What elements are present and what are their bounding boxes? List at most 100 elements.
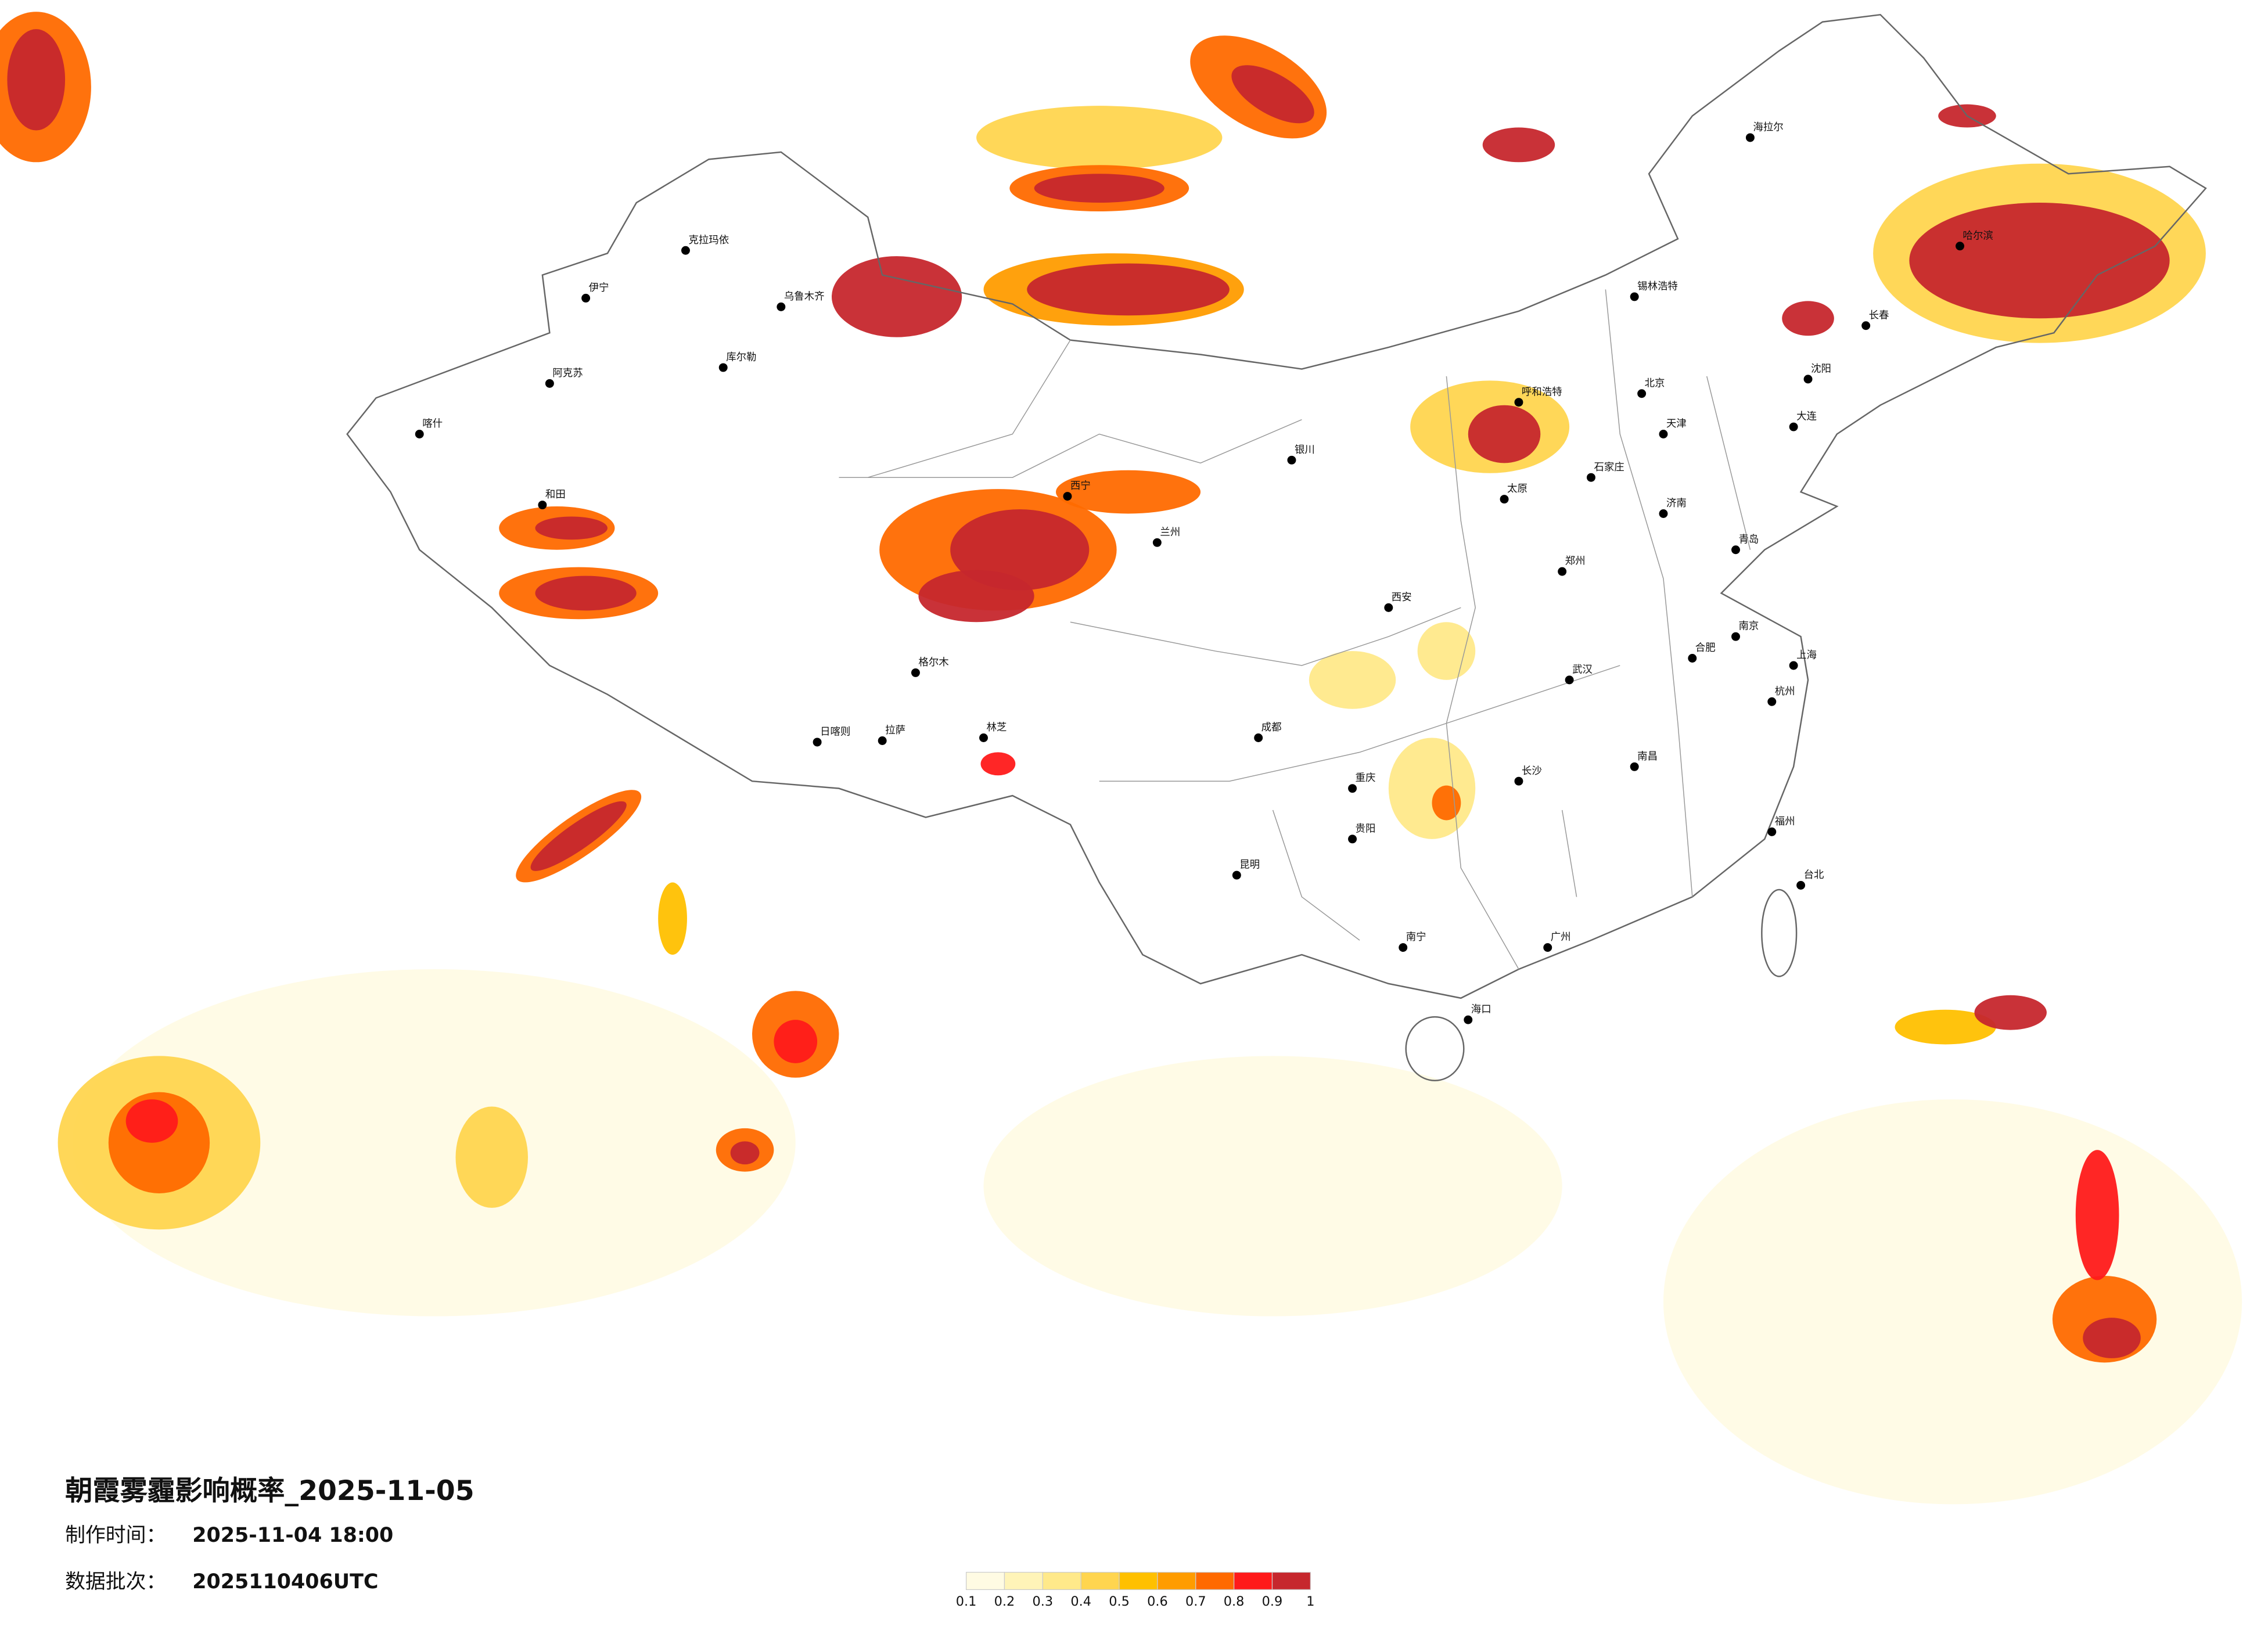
city-dot — [1767, 697, 1777, 706]
probability-area — [1909, 203, 2170, 319]
city-dot — [1558, 567, 1567, 576]
borders — [346, 13, 2207, 1081]
legend-tick-label: 0.3 — [1033, 1594, 1054, 1609]
probability-area — [530, 801, 627, 871]
probability-area — [1974, 995, 2047, 1030]
city-dot — [1659, 509, 1668, 518]
probability-area — [72, 969, 796, 1316]
city-label: 太原 — [1507, 483, 1527, 495]
city-label: 长沙 — [1522, 765, 1542, 777]
legend-tick-label: 0.4 — [1070, 1594, 1091, 1609]
hainan-border — [1405, 1016, 1465, 1081]
legend: 0.1 0.2 0.3 0.4 0.5 0.6 0.7 0.8 0.9 1 — [956, 1571, 1314, 1609]
city-label: 乌鲁木齐 — [784, 291, 825, 303]
taiwan-border — [1761, 888, 1798, 977]
city-label: 克拉玛依 — [688, 235, 729, 246]
probability-area — [1468, 405, 1541, 463]
probability-area — [950, 509, 1090, 591]
city-label: 格尔木 — [918, 657, 948, 668]
legend-swatch — [1233, 1571, 1273, 1590]
city-dot — [1861, 321, 1871, 330]
legend-tick-label: 0.2 — [994, 1594, 1015, 1609]
probability-area — [983, 1056, 1562, 1316]
city-dot — [1384, 603, 1393, 612]
map-title: 朝霞雾霾影响概率_2025-11-05 — [65, 1475, 475, 1507]
city-label: 喀什 — [422, 418, 443, 430]
probability-area — [1482, 127, 1555, 163]
legend-tick-label: 0.1 — [956, 1594, 977, 1609]
legend-swatch — [1195, 1571, 1235, 1590]
city-dot — [1956, 242, 1965, 251]
city-label: 西安 — [1392, 592, 1412, 603]
city-label: 济南 — [1666, 498, 1687, 509]
legend-swatch — [1042, 1571, 1081, 1590]
legend-tick-label: 0.6 — [1147, 1594, 1168, 1609]
probability-area — [1056, 470, 1201, 514]
city-dot — [1630, 292, 1639, 301]
legend-tick-label: 0.5 — [1109, 1594, 1130, 1609]
info-value: 2025-11-04 18:00 — [192, 1524, 393, 1547]
info-label: 数据批次： — [65, 1570, 166, 1593]
city-dot — [1514, 776, 1523, 786]
legend-tick-label: 1 — [1306, 1594, 1314, 1609]
city-dot — [1565, 675, 1574, 685]
city-dot — [1789, 422, 1798, 431]
legend-swatch — [965, 1571, 1005, 1590]
city-dot — [1731, 632, 1740, 641]
legend-swatch — [1004, 1571, 1043, 1590]
city-label: 成都 — [1261, 722, 1282, 733]
city-label: 合肥 — [1695, 642, 1716, 654]
probability-area — [774, 1020, 818, 1063]
city-dot — [979, 733, 988, 742]
city-label: 福州 — [1775, 816, 1795, 828]
city-label: 南宁 — [1406, 931, 1426, 943]
city-dot — [1348, 784, 1357, 793]
probability-area — [1388, 738, 1476, 839]
city-dot — [1399, 943, 1408, 952]
city-dot — [1232, 870, 1241, 880]
city-label: 杭州 — [1775, 686, 1795, 697]
probability-area — [1782, 301, 1834, 336]
city-dot — [878, 736, 887, 745]
city-dot — [1587, 473, 1595, 482]
city-label: 郑州 — [1565, 556, 1586, 567]
city-label: 天津 — [1666, 418, 1687, 430]
city-label: 阿克苏 — [552, 368, 583, 379]
probability-area — [980, 752, 1016, 776]
city-dot — [681, 246, 690, 255]
city-dot — [538, 501, 547, 510]
city-dot — [813, 738, 822, 747]
probability-area — [831, 256, 962, 337]
city-label: 大连 — [1796, 411, 1817, 423]
country-border — [346, 13, 2207, 999]
city-label: 林芝 — [986, 722, 1007, 733]
city-dot — [1152, 538, 1162, 547]
city-dot — [777, 302, 786, 311]
probability-area — [2083, 1318, 2141, 1358]
city-label: 西宁 — [1070, 480, 1091, 492]
probability-area — [730, 1141, 760, 1165]
city-dot — [1630, 762, 1639, 771]
probability-area — [1309, 651, 1396, 709]
city-label: 银川 — [1295, 444, 1315, 456]
city-dot — [1789, 661, 1798, 670]
city-dot — [545, 379, 554, 388]
city-label: 青岛 — [1739, 534, 1759, 545]
legend-swatch — [1271, 1571, 1311, 1590]
city-dot — [1464, 1015, 1473, 1024]
city-dot — [1803, 375, 1813, 384]
city-label: 沈阳 — [1811, 363, 1831, 375]
city-label: 武汉 — [1572, 664, 1593, 675]
city-label: 哈尔滨 — [1963, 230, 1993, 242]
probability-area — [535, 575, 637, 611]
probability-area — [125, 1099, 178, 1143]
city-dot — [1767, 827, 1777, 836]
city-label: 日喀则 — [820, 726, 850, 738]
probability-area — [455, 1106, 529, 1208]
probability-area — [1034, 174, 1164, 203]
city-label: 海口 — [1471, 1004, 1491, 1016]
city-dot — [1688, 654, 1697, 663]
city-label: 库尔勒 — [726, 351, 756, 363]
city-label: 呼和浩特 — [1522, 386, 1562, 398]
